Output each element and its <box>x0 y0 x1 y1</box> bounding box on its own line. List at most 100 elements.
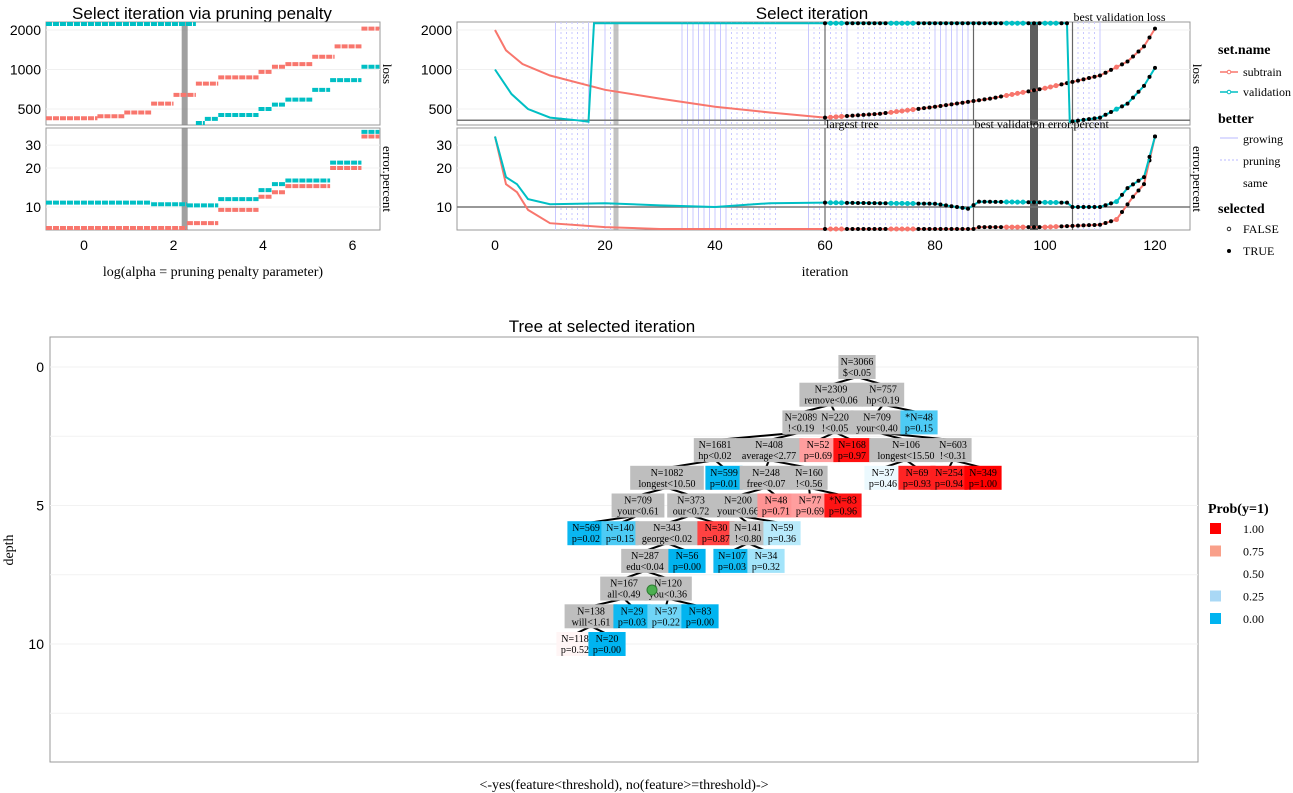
tree-node-box <box>556 632 594 656</box>
right-validation-loss-point <box>966 21 970 26</box>
tree-node-box <box>791 493 829 518</box>
right-subtrain-error-point <box>894 226 899 232</box>
right-validation-error-point <box>922 201 926 206</box>
tree-node-label: p=0.69 <box>804 451 832 462</box>
right-subtrain-loss-point <box>971 99 976 104</box>
right-subtrain-loss-point <box>1042 85 1048 91</box>
right-subtrain-loss-point <box>856 113 860 118</box>
right-subtrain-error-point <box>839 226 844 232</box>
right-validation-error-point <box>878 201 882 206</box>
right-validation-loss-point <box>1120 104 1124 109</box>
right-validation-loss-point <box>1053 20 1059 26</box>
tree-node-box <box>799 382 863 407</box>
legend-item-true: TRUE <box>1243 244 1274 258</box>
right-validation-loss-point <box>1070 119 1075 124</box>
left-chart-title: Select iteration via pruning penalty <box>72 4 332 23</box>
right-subtrain-error-point <box>999 225 1003 230</box>
tree-node-label: p=0.96 <box>829 507 857 518</box>
right-x-tick-label: 80 <box>927 237 943 253</box>
right-validation-error-point <box>955 205 959 210</box>
right-validation-error-point <box>1120 192 1124 197</box>
tree-node-label: p=0.15 <box>905 423 933 434</box>
tree-node-label: $<0.05 <box>843 368 871 379</box>
right-subtrain-error-point <box>1032 225 1036 230</box>
right-validation-error-point <box>883 201 888 206</box>
right-subtrain-loss-point <box>1081 77 1086 82</box>
tree-node-label: your<0.66 <box>717 507 758 518</box>
right-validation-loss-point <box>927 21 932 26</box>
tree-node-label: p=0.00 <box>673 562 701 573</box>
tree-x-axis-label: <-yes(feature<threshold), no(feature>=th… <box>479 778 768 793</box>
tree-title: Tree at selected iteration <box>509 317 695 336</box>
tree-node-box <box>850 410 904 435</box>
legend-item-growing: growing <box>1243 132 1283 146</box>
tree-node: N=160!<0.56 <box>790 465 828 490</box>
right-subtrain-error-point <box>988 225 992 230</box>
right-error-tick-label: 20 <box>436 160 452 176</box>
right-validation-error-point <box>1059 200 1064 205</box>
right-subtrain-error-point <box>1087 223 1091 228</box>
tree-node-count: N=56 <box>676 551 699 562</box>
legend-item-false: FALSE <box>1243 222 1279 236</box>
right-validation-loss-point <box>949 21 954 26</box>
right-validation-error-point <box>888 200 894 206</box>
right-validation-error-point <box>856 200 860 205</box>
right-validation-loss-point <box>1098 115 1102 120</box>
right-validation-loss-point <box>1131 95 1135 100</box>
tree-y-tick-label: 5 <box>36 498 44 514</box>
right-loss-tick-label: 1000 <box>421 62 452 78</box>
left-loss-tick-label: 2000 <box>10 22 41 38</box>
right-subtrain-error-point <box>1098 222 1102 227</box>
right-validation-error-point <box>1125 186 1130 191</box>
right-validation-loss-point <box>1136 89 1141 94</box>
right-subtrain-error-point <box>1136 188 1141 193</box>
right-subtrain-loss-point <box>839 113 844 119</box>
right-validation-error-point <box>1103 203 1108 208</box>
tree-node-label: average<2.77 <box>742 451 796 462</box>
tree-node-box <box>681 604 719 629</box>
right-validation-loss-point <box>1081 117 1086 122</box>
right-x-tick-label: 60 <box>817 237 833 253</box>
right-strip-error: error.percent <box>1190 146 1205 212</box>
right-validation-loss-point <box>1037 21 1042 26</box>
right-validation-loss-point <box>839 20 844 26</box>
tree-node-box <box>711 493 765 518</box>
tree-node-box <box>824 493 862 518</box>
right-subtrain-loss-point <box>1009 91 1015 97</box>
right-validation-loss-point <box>999 21 1003 26</box>
tree-y-tick-label: 10 <box>28 636 44 652</box>
right-validation-error-point <box>1020 199 1026 205</box>
tree-node-count: *N=83 <box>829 496 857 507</box>
right-subtrain-loss-point <box>1015 90 1020 96</box>
right-subtrain-error-point <box>916 227 921 231</box>
tree-node-count: N=34 <box>755 551 778 562</box>
tree-node-count: N=168 <box>838 440 866 451</box>
left-loss-tick-label: 1000 <box>10 62 41 78</box>
right-subtrain-loss-point <box>1092 74 1097 79</box>
right-validation-error-point <box>944 203 948 208</box>
right-subtrain-loss-point <box>955 101 959 106</box>
right-subtrain-loss-point <box>872 112 877 117</box>
right-error-tick-label: 10 <box>436 199 452 215</box>
tree-node: N=83p=0.00 <box>681 604 719 629</box>
right-validation-error-point <box>910 201 916 207</box>
right-subtrain-error-point <box>1015 224 1020 230</box>
right-subtrain-error-point <box>1048 224 1053 230</box>
right-subtrain-loss-point <box>966 99 970 104</box>
right-subtrain-error-point <box>856 227 860 231</box>
tree-node-box <box>816 410 854 435</box>
right-subtrain-error-point <box>1131 194 1135 199</box>
right-validation-error-point <box>1015 199 1020 205</box>
selected-iteration-band <box>1030 22 1038 125</box>
right-subtrain-loss-point <box>1053 83 1059 89</box>
right-subtrain-error-point <box>977 225 981 230</box>
tree-node: *N=83p=0.96 <box>824 493 862 518</box>
tree-node-box <box>747 548 785 573</box>
right-subtrain-loss-point <box>949 102 954 107</box>
legend: set.name subtrain validation better grow… <box>1208 43 1291 626</box>
right-validation-loss-point <box>850 21 855 26</box>
